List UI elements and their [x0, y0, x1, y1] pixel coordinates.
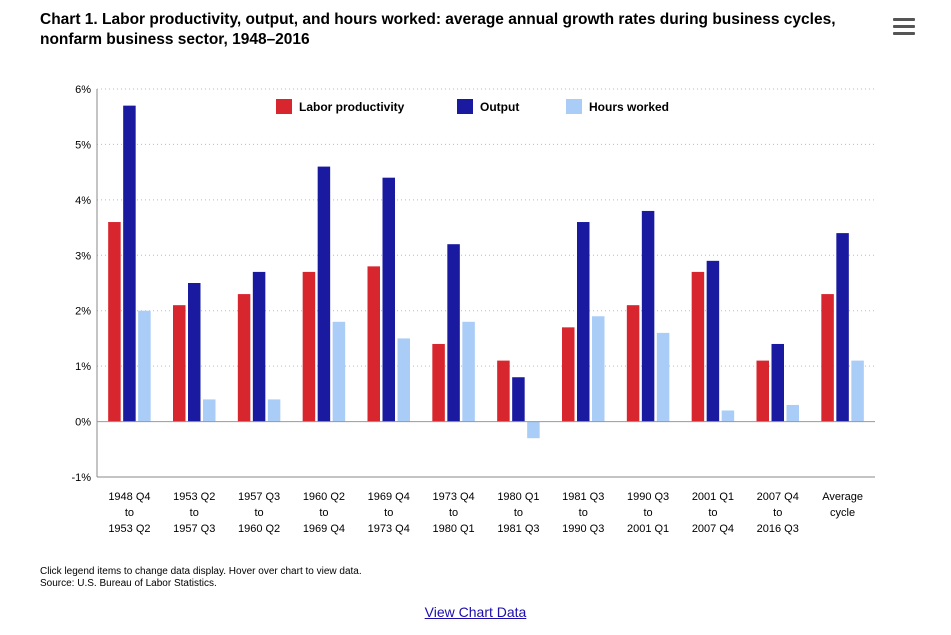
bar-labor[interactable]	[756, 360, 770, 422]
x-tick-label: 1960 Q2	[303, 491, 345, 503]
x-tick-label: to	[449, 507, 458, 519]
menu-line	[893, 32, 915, 35]
legend-swatch-hours[interactable]	[566, 99, 582, 114]
bar-labor[interactable]	[821, 294, 834, 422]
bar-hours[interactable]	[332, 321, 346, 422]
x-tick-label: 1953 Q2	[173, 491, 215, 503]
y-tick-label: -1%	[71, 472, 91, 484]
bar-labor[interactable]	[626, 305, 640, 422]
bar-hours[interactable]	[203, 399, 216, 422]
x-tick-label: cycle	[830, 507, 855, 519]
bar-labor[interactable]	[497, 360, 510, 422]
bar-labor[interactable]	[691, 271, 705, 422]
x-tick-label: to	[579, 507, 588, 519]
bar-output[interactable]	[317, 166, 331, 422]
bar-hours[interactable]	[851, 360, 864, 422]
bar-hours[interactable]	[592, 316, 605, 422]
x-tick-label: 1981 Q3	[562, 491, 604, 503]
x-tick-label: to	[708, 507, 717, 519]
bar-output[interactable]	[252, 271, 266, 422]
y-tick-label: 6%	[75, 84, 91, 96]
bar-chart[interactable]: -1% 0% 1% 2% 3% 4% 5% 6% 1948 Q4 to 1953 Q2 1953 Q2…	[0, 0, 951, 600]
bar-output[interactable]	[512, 377, 525, 422]
x-tick-label: 1953 Q2	[108, 523, 150, 535]
bar-hours[interactable]	[138, 310, 151, 422]
bar-hours[interactable]	[267, 399, 281, 422]
bar-labor[interactable]	[302, 271, 316, 422]
chart-instructions: Click legend items to change data displa…	[40, 566, 362, 577]
bar-labor[interactable]	[432, 343, 445, 422]
x-tick-label: to	[643, 507, 652, 519]
y-tick-label: 2%	[75, 306, 91, 318]
x-tick-label: 1957 Q3	[173, 523, 215, 535]
bar-hours[interactable]	[462, 321, 475, 422]
x-tick-label: 1990 Q3	[562, 523, 604, 535]
bar-output[interactable]	[123, 105, 136, 422]
y-tick-label: 0%	[75, 417, 91, 429]
x-tick-label: to	[254, 507, 263, 519]
bar-labor[interactable]	[367, 266, 381, 422]
chart-title: Chart 1. Labor productivity, output, and…	[40, 11, 836, 48]
x-tick-label: 1960 Q2	[238, 523, 280, 535]
x-tick-label: 2001 Q1	[627, 523, 669, 535]
x-tick-label: to	[384, 507, 393, 519]
x-tick-label: 2016 Q3	[757, 523, 799, 535]
x-tick-label: 2001 Q1	[692, 491, 734, 503]
x-tick-label: to	[773, 507, 782, 519]
bar-labor[interactable]	[237, 294, 251, 422]
chart-source: Source: U.S. Bureau of Labor Statistics.	[40, 578, 217, 589]
legend-item-hours[interactable]: Hours worked	[589, 100, 669, 114]
x-tick-label: 1957 Q3	[238, 491, 280, 503]
view-chart-data-link[interactable]: View Chart Data	[424, 604, 527, 620]
x-tick-label: Average	[822, 491, 863, 503]
menu-line	[893, 18, 915, 21]
bar-output[interactable]	[836, 233, 849, 422]
bar-output[interactable]	[577, 222, 590, 422]
bar-labor[interactable]	[108, 222, 121, 422]
legend-swatch-labor[interactable]	[276, 99, 292, 114]
bar-output[interactable]	[641, 210, 655, 422]
bar-labor[interactable]	[173, 305, 186, 422]
x-tick-label: 1969 Q4	[303, 523, 345, 535]
x-tick-label: 1990 Q3	[627, 491, 669, 503]
y-tick-label: 3%	[75, 250, 91, 262]
bar-hours[interactable]	[721, 410, 735, 422]
legend-item-labor[interactable]: Labor productivity	[299, 100, 405, 114]
menu-line	[893, 25, 915, 28]
y-tick-label: 1%	[75, 361, 91, 373]
x-tick-label: to	[125, 507, 134, 519]
x-tick-label: 2007 Q4	[757, 491, 799, 503]
x-tick-label: 1948 Q4	[108, 491, 150, 503]
bar-output[interactable]	[447, 244, 460, 422]
x-tick-label: 1973 Q4	[368, 523, 410, 535]
hamburger-menu-icon[interactable]	[893, 18, 915, 36]
bar-hours[interactable]	[397, 338, 411, 422]
bar-hours[interactable]	[786, 404, 800, 422]
bar-hours[interactable]	[527, 421, 540, 439]
x-tick-label: to	[190, 507, 199, 519]
bar-output[interactable]	[188, 283, 201, 422]
bar-labor[interactable]	[562, 327, 575, 422]
y-tick-label: 5%	[75, 139, 91, 151]
legend-item-output[interactable]: Output	[480, 100, 519, 114]
x-tick-label: to	[319, 507, 328, 519]
x-tick-label: 1980 Q1	[432, 523, 474, 535]
x-tick-label: 2007 Q4	[692, 523, 734, 535]
x-tick-label: 1981 Q3	[497, 523, 539, 535]
y-tick-label: 4%	[75, 195, 91, 207]
bar-hours[interactable]	[656, 332, 670, 422]
legend-swatch-output[interactable]	[457, 99, 473, 114]
x-tick-label: 1980 Q1	[497, 491, 539, 503]
x-tick-label: 1973 Q4	[432, 491, 474, 503]
bar-output[interactable]	[382, 177, 396, 422]
bar-output[interactable]	[706, 260, 720, 422]
x-tick-label: 1969 Q4	[368, 491, 410, 503]
x-tick-label: to	[514, 507, 523, 519]
bar-output[interactable]	[771, 343, 785, 422]
